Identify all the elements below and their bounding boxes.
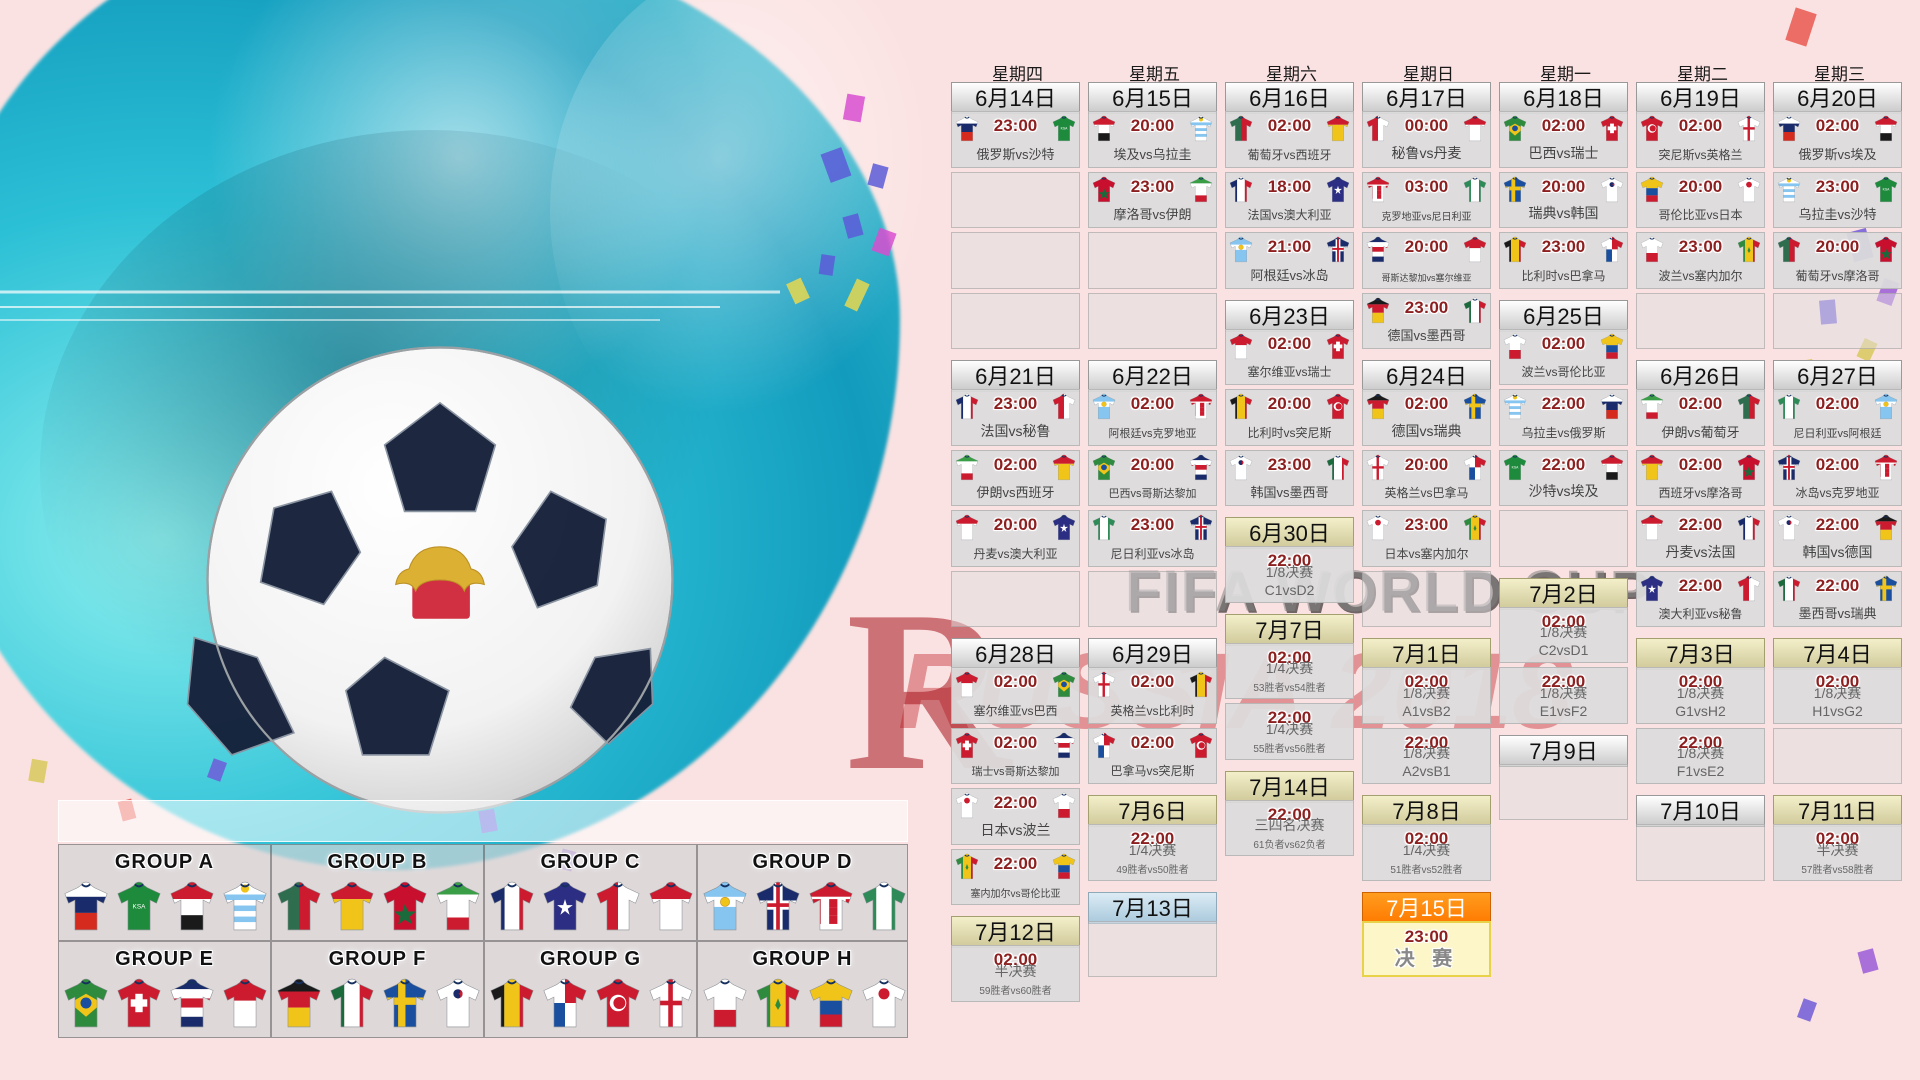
- svg-text:KSA: KSA: [133, 903, 147, 910]
